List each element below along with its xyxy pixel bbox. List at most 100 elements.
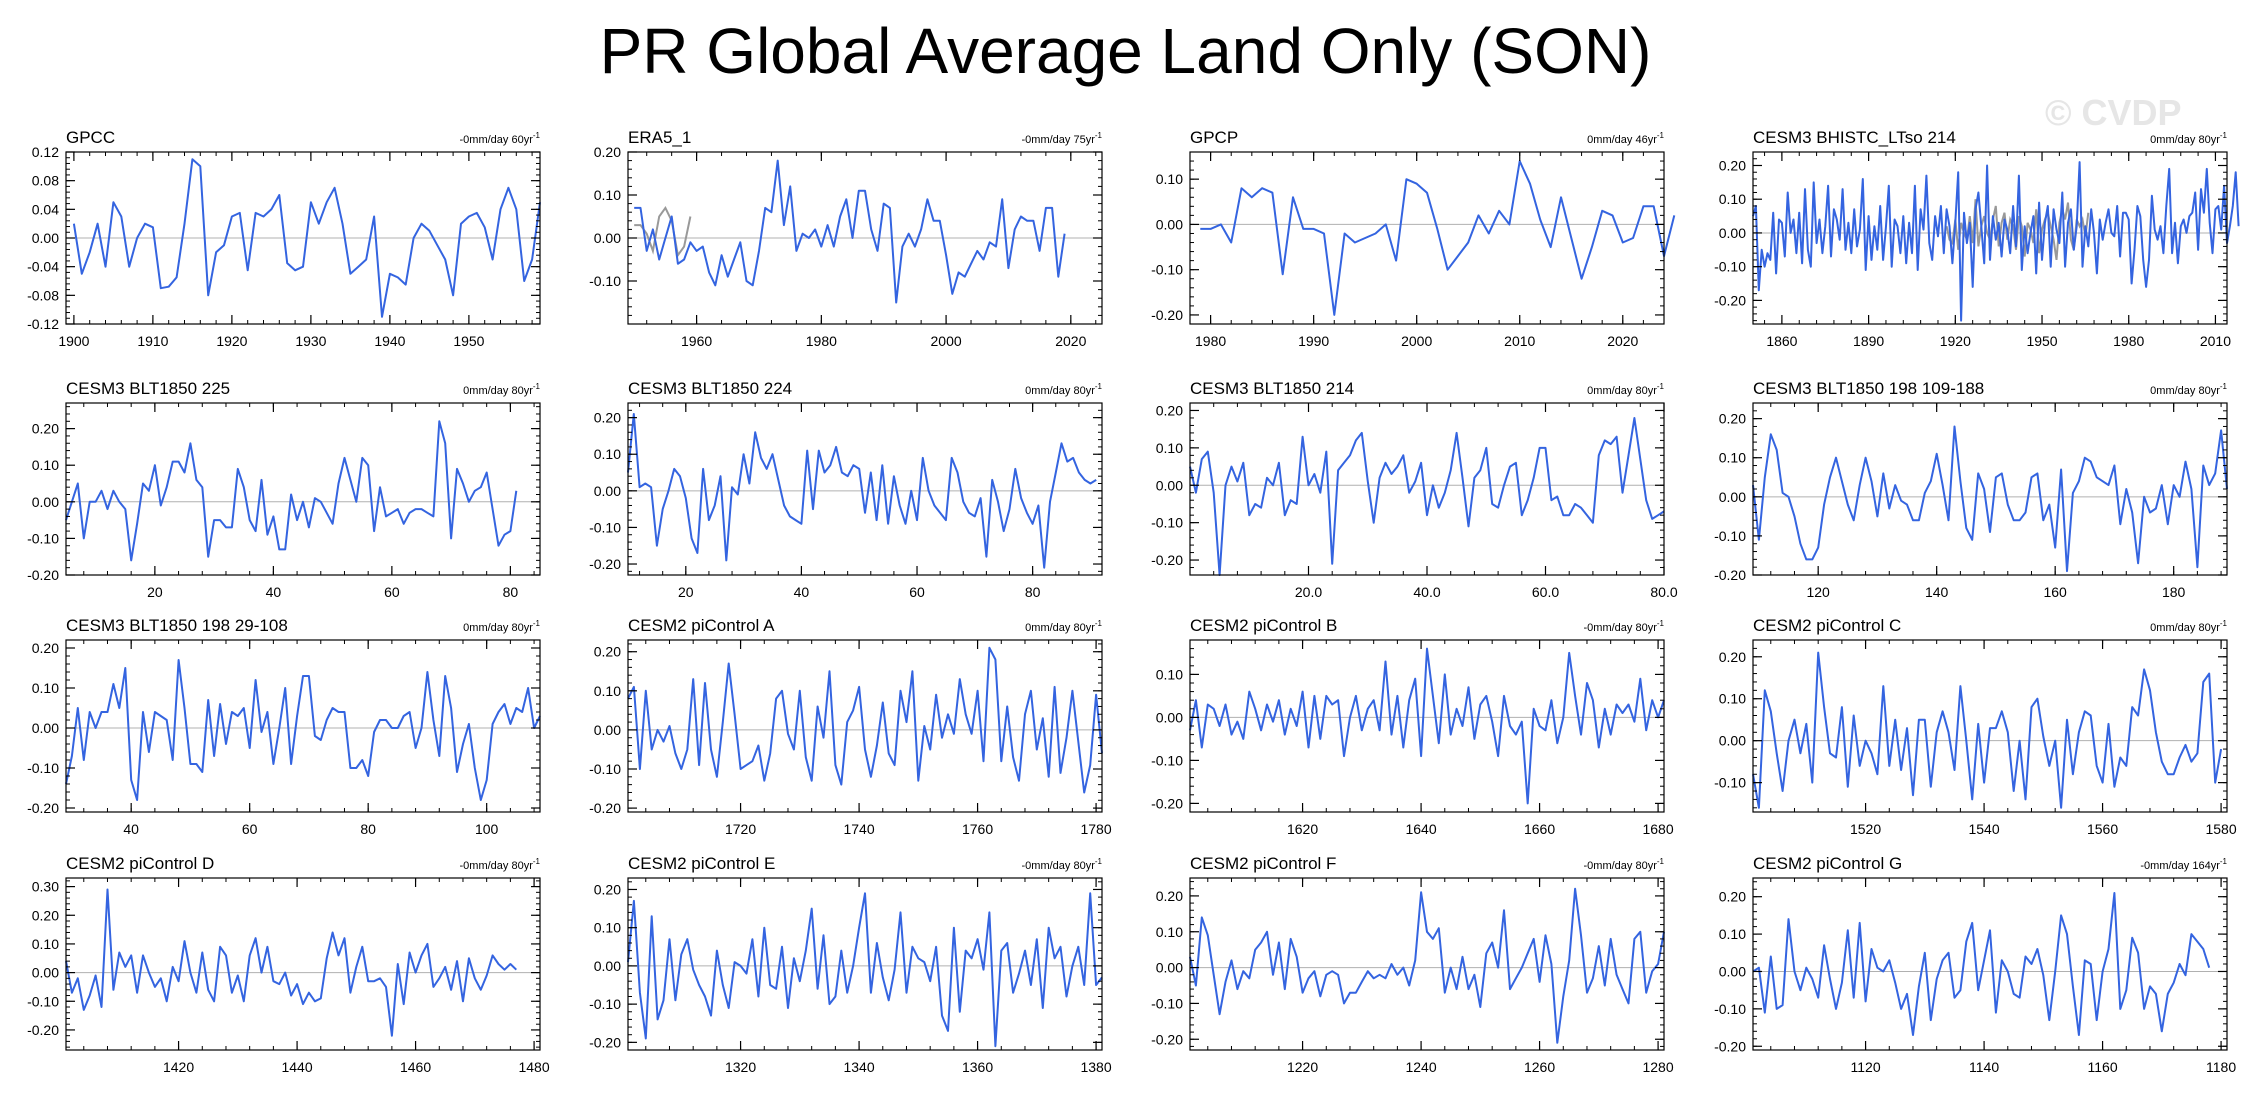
x-tick-label: 60 [384, 584, 400, 600]
series-line [1189, 647, 1665, 805]
panel-trend-exponent: -1 [1095, 857, 1103, 866]
panel-title: CESM2 piControl C [1753, 616, 1901, 635]
y-tick-label: 0.00 [1719, 963, 1746, 979]
series-line [627, 646, 1103, 794]
y-tick-label: 0.00 [32, 720, 59, 736]
x-tick-label: 1120 [1851, 1059, 1881, 1075]
y-tick-label: 0.00 [594, 958, 621, 974]
y-tick-label: 0.20 [594, 410, 621, 426]
chart-panel: CESM3 BHISTC_LTso 214 0mm/day 80yr-1 -0.20… [1714, 128, 2240, 349]
y-tick-label: -0.20 [27, 567, 59, 583]
x-tick-label: 1760 [962, 821, 993, 837]
y-tick-label: -0.04 [27, 259, 59, 275]
y-tick-label: -0.10 [1151, 752, 1183, 768]
series-line [1189, 417, 1665, 576]
x-tick-label: 1980 [2113, 333, 2144, 349]
x-tick-label: 1260 [1524, 1059, 1555, 1075]
x-tick-label: 140 [1925, 584, 1949, 600]
panel-trend-annotation: 0mm/day 80yr-1 [1025, 382, 1102, 397]
y-tick-label: 0.00 [594, 230, 621, 246]
x-tick-label: 1930 [295, 333, 326, 349]
y-tick-label: 0.00 [1719, 733, 1746, 749]
y-tick-label: 0.00 [594, 722, 621, 738]
x-tick-label: 60.0 [1532, 584, 1559, 600]
plot-frame [1189, 402, 1665, 576]
y-tick-label: 0.00 [594, 483, 621, 499]
series-line [1752, 425, 2228, 573]
plot-frame [1752, 639, 2228, 813]
y-tick-label: -0.10 [1714, 259, 1746, 275]
y-tick-label: 0.10 [594, 920, 621, 936]
plot-frame [65, 877, 541, 1051]
x-tick-label: 80 [503, 584, 519, 600]
x-tick-label: 1950 [453, 333, 484, 349]
y-tick-label: -0.10 [27, 530, 59, 546]
x-tick-label: 180 [2162, 584, 2186, 600]
x-tick-label: 1560 [2087, 821, 2118, 837]
x-tick-label: 20 [678, 584, 694, 600]
panel-title: CESM3 BLT1850 224 [628, 379, 792, 398]
panel-title: CESM3 BLT1850 198 29-108 [66, 616, 288, 635]
panel-trend-annotation: -0mm/day 60yr-1 [460, 131, 541, 146]
panel-title: ERA5_1 [628, 128, 691, 147]
x-tick-label: 1280 [1642, 1059, 1673, 1075]
panel-title: CESM3 BHISTC_LTso 214 [1753, 128, 1956, 147]
y-tick-label: 0.20 [32, 421, 59, 437]
y-tick-label: 0.00 [1719, 489, 1746, 505]
panel-trend-exponent: -1 [1657, 131, 1665, 140]
chart-panel: CESM2 piControl B -0mm/day 80yr-1 -0.20 -0.… [1151, 616, 1674, 837]
panel-trend-exponent: -1 [533, 857, 541, 866]
x-tick-label: 2000 [931, 333, 962, 349]
x-tick-label: 1540 [1968, 821, 1999, 837]
y-tick-label: -0.20 [589, 556, 621, 572]
y-tick-label: -0.20 [589, 1034, 621, 1050]
panel-trend-annotation: 0mm/day 80yr-1 [2150, 619, 2227, 634]
panel-trend-exponent: -1 [2220, 382, 2228, 391]
chart-panel: CESM3 BLT1850 198 109-188 0mm/day 80yr-1-… [1714, 379, 2228, 600]
x-tick-label: 120 [1806, 584, 1830, 600]
plot-frame [627, 877, 1103, 1051]
series-line [634, 159, 1066, 304]
series-line [1752, 651, 2223, 809]
y-tick-label: 0.10 [1156, 924, 1183, 940]
panel-trend-exponent: -1 [2220, 619, 2228, 628]
chart-panel: CESM2 piControl G -0mm/day 164yr-1 -0.20 -0… [1714, 854, 2236, 1075]
y-tick-label: 0.00 [32, 230, 59, 246]
x-tick-label: 1460 [400, 1059, 431, 1075]
y-tick-label: 0.20 [32, 640, 59, 656]
y-tick-label: -0.20 [1714, 567, 1746, 583]
y-tick-label: 0.20 [1719, 649, 1746, 665]
y-tick-label: 0.20 [594, 144, 621, 160]
panel-trend-annotation: -0mm/day 80yr-1 [1584, 857, 1665, 872]
x-tick-label: 1920 [216, 333, 247, 349]
x-tick-label: 40 [266, 584, 282, 600]
y-tick-label: 0.10 [594, 187, 621, 203]
plot-frame [65, 402, 541, 576]
y-tick-label: 0.10 [594, 683, 621, 699]
y-tick-label: 0.10 [1156, 171, 1183, 187]
x-tick-label: 2020 [1607, 333, 1638, 349]
y-tick-label: 0.00 [1156, 709, 1183, 725]
y-tick-label: -0.10 [27, 760, 59, 776]
series-line [65, 888, 517, 1037]
panel-trend-exponent: -1 [1657, 619, 1665, 628]
x-tick-label: 40 [794, 584, 810, 600]
x-tick-label: 80 [1025, 584, 1041, 600]
y-tick-label: -0.08 [27, 287, 59, 303]
x-tick-label: 1980 [1195, 333, 1226, 349]
y-tick-label: -0.10 [589, 519, 621, 535]
series-line [65, 420, 518, 562]
y-tick-label: -0.10 [27, 993, 59, 1009]
x-tick-label: 40 [123, 821, 139, 837]
panel-trend-exponent: -1 [533, 131, 541, 140]
y-tick-label: -0.10 [589, 761, 621, 777]
x-tick-label: 1890 [1853, 333, 1884, 349]
panel-trend-exponent: -1 [533, 382, 541, 391]
plot-frame [1189, 877, 1665, 1051]
cvdp-watermark: © CVDP [2045, 92, 2182, 133]
x-tick-label: 1980 [806, 333, 837, 349]
panel-trend-annotation: 0mm/day 80yr-1 [1587, 382, 1664, 397]
x-tick-label: 1950 [2026, 333, 2057, 349]
panel-trend-annotation: 0mm/day 80yr-1 [463, 619, 540, 634]
